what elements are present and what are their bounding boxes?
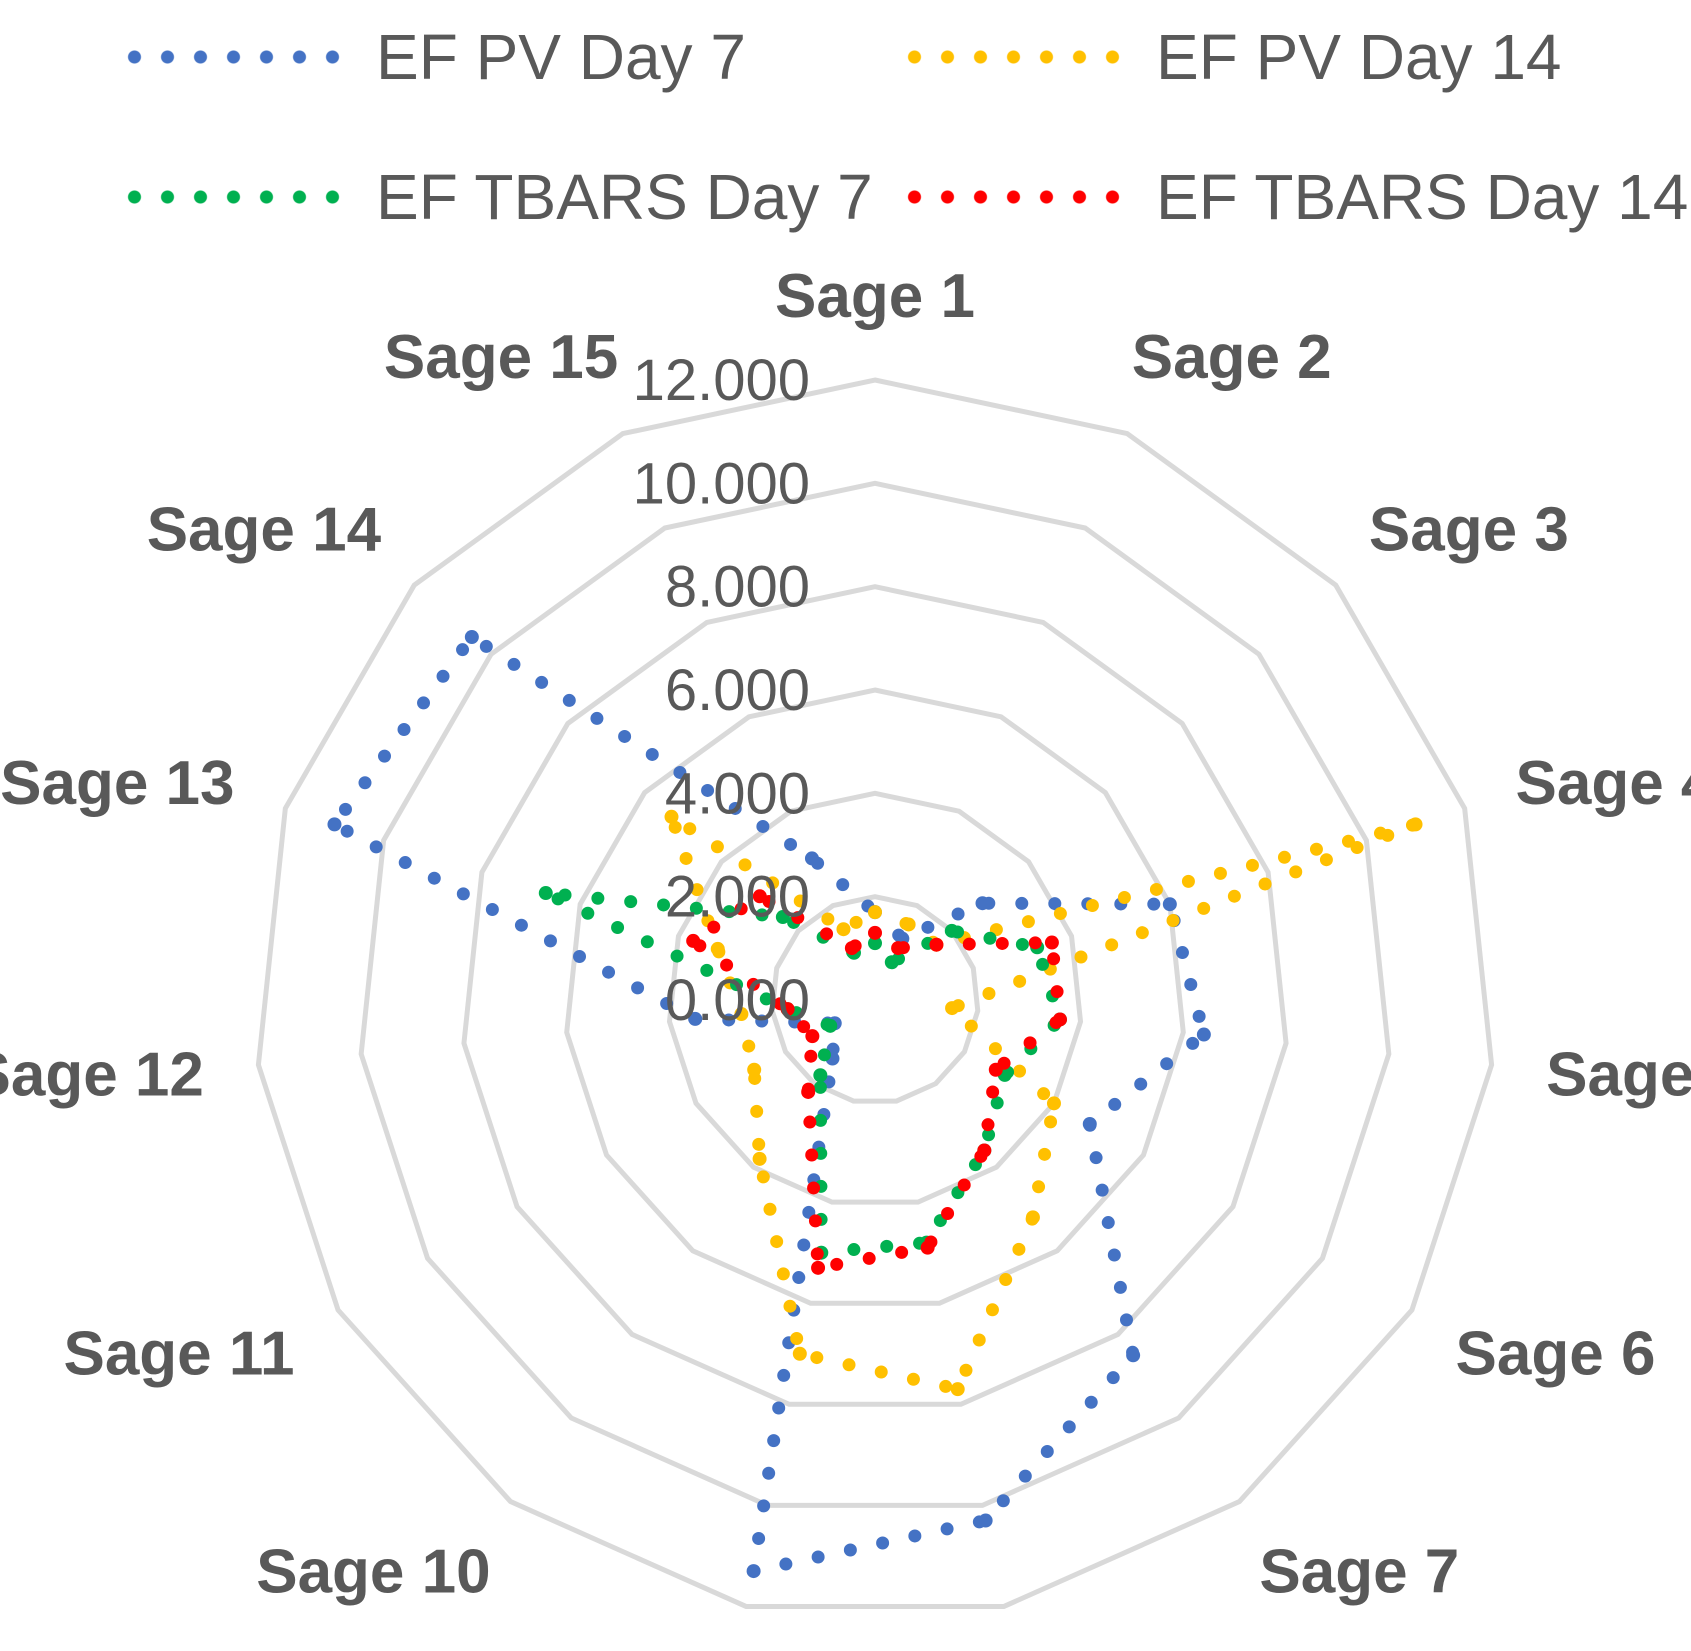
tick-label: 10.000	[633, 451, 810, 516]
data-point	[734, 1007, 749, 1022]
legend-label: EF TBARS Day 14	[1156, 161, 1689, 233]
data-point	[844, 941, 859, 956]
legend-marker	[118, 50, 348, 64]
data-point	[801, 1084, 816, 1099]
data-point	[752, 1151, 767, 1166]
series-line-ef-pv-day-7	[324, 628, 1212, 1580]
data-point	[929, 937, 944, 952]
legend: EF PV Day 7 EF PV Day 14 EF TBARS Day 7 …	[0, 0, 1691, 260]
data-point	[688, 1011, 703, 1026]
data-point	[1408, 817, 1423, 832]
legend-item-ef-tbars-day-14[interactable]: EF TBARS Day 14	[898, 160, 1688, 234]
data-point	[686, 933, 701, 948]
category-label: Sage 11	[63, 1320, 294, 1389]
grid-ring	[255, 377, 1495, 1609]
data-point	[1082, 1117, 1097, 1131]
data-point	[792, 1346, 807, 1361]
legend-item-ef-pv-day-14[interactable]: EF PV Day 14	[898, 20, 1562, 94]
data-point	[901, 917, 916, 932]
legend-marker	[118, 190, 348, 204]
data-point	[978, 1513, 993, 1528]
data-point	[1044, 935, 1059, 950]
radar-grid	[255, 377, 1495, 1609]
category-label: Sage 13	[0, 749, 234, 818]
data-point	[746, 1564, 761, 1579]
data-point	[868, 925, 882, 940]
data-point	[1025, 1210, 1040, 1225]
data-point	[327, 817, 342, 832]
data-point	[813, 1068, 828, 1083]
tick-label: 2.000	[665, 865, 810, 930]
category-label: Sage 3	[1369, 495, 1569, 564]
legend-marker	[898, 190, 1128, 204]
data-point	[752, 889, 767, 904]
data-point	[823, 1018, 838, 1033]
data-point	[868, 905, 882, 920]
data-point	[811, 1260, 826, 1275]
data-point	[664, 809, 679, 824]
radar-series	[324, 628, 1423, 1580]
category-label: Sage 7	[1259, 1537, 1459, 1606]
legend-label: EF PV Day 7	[376, 21, 746, 93]
category-label: Sage 15	[384, 323, 618, 392]
data-point	[780, 1002, 795, 1017]
data-point	[977, 1143, 992, 1158]
grid-ring	[358, 480, 1392, 1508]
grid-ring	[769, 894, 981, 1104]
data-point	[988, 1062, 1003, 1077]
grid-ring	[666, 790, 1084, 1205]
category-label: Sage 6	[1456, 1320, 1656, 1389]
category-label: Sage 2	[1132, 323, 1332, 392]
legend-label: EF PV Day 14	[1156, 21, 1562, 93]
tick-label: 4.000	[665, 761, 810, 826]
data-point	[538, 886, 553, 901]
grid-ring	[461, 584, 1289, 1407]
grid-ring	[564, 687, 1186, 1306]
data-point	[710, 941, 725, 956]
category-label: Sage 5	[1546, 1041, 1691, 1110]
category-label: Sage 10	[256, 1537, 490, 1606]
data-point	[805, 1029, 820, 1044]
data-point	[464, 630, 479, 644]
data-point	[891, 941, 906, 956]
tick-label: 8.000	[665, 555, 810, 620]
category-labels: Sage 1 Sage 2 Sage 3 Sage 4 Sage 5 Sage 6 Sage…	[0, 262, 1691, 1606]
tick-label: 12.000	[633, 348, 810, 413]
series-line-ef-tbars-day-14	[681, 888, 1067, 1276]
data-point	[1046, 1096, 1061, 1111]
data-point	[884, 955, 899, 970]
data-point	[950, 1382, 965, 1397]
tick-label: 0.000	[665, 968, 810, 1033]
series-line-ef-tbars-day-7	[542, 886, 1068, 1260]
data-point	[804, 851, 819, 866]
data-point	[1126, 1348, 1141, 1363]
data-point	[975, 896, 990, 911]
category-label: Sage 4	[1515, 749, 1691, 818]
data-point	[747, 1062, 762, 1077]
legend-marker	[898, 50, 1128, 64]
data-point	[920, 1240, 935, 1255]
legend-label: EF TBARS Day 7	[376, 161, 873, 233]
radial-axis-ticks: 0.000 2.000 4.000 6.000 8.000 10.000 12.000	[633, 348, 810, 1033]
data-point	[1052, 1012, 1067, 1027]
legend-item-ef-pv-day-7[interactable]: EF PV Day 7	[118, 20, 746, 94]
data-point	[1196, 1027, 1211, 1042]
data-point	[1162, 897, 1177, 912]
data-point	[868, 936, 882, 951]
data-point	[836, 922, 851, 937]
category-label: Sage 12	[0, 1041, 204, 1110]
tick-label: 6.000	[665, 658, 810, 723]
series-line-ef-pv-day-14	[659, 800, 1418, 1397]
data-point	[945, 1001, 960, 1016]
category-label: Sage 1	[775, 262, 975, 331]
legend-item-ef-tbars-day-7[interactable]: EF TBARS Day 7	[118, 160, 873, 234]
data-point	[944, 923, 959, 938]
category-label: Sage 14	[147, 495, 382, 564]
data-point	[775, 910, 790, 925]
